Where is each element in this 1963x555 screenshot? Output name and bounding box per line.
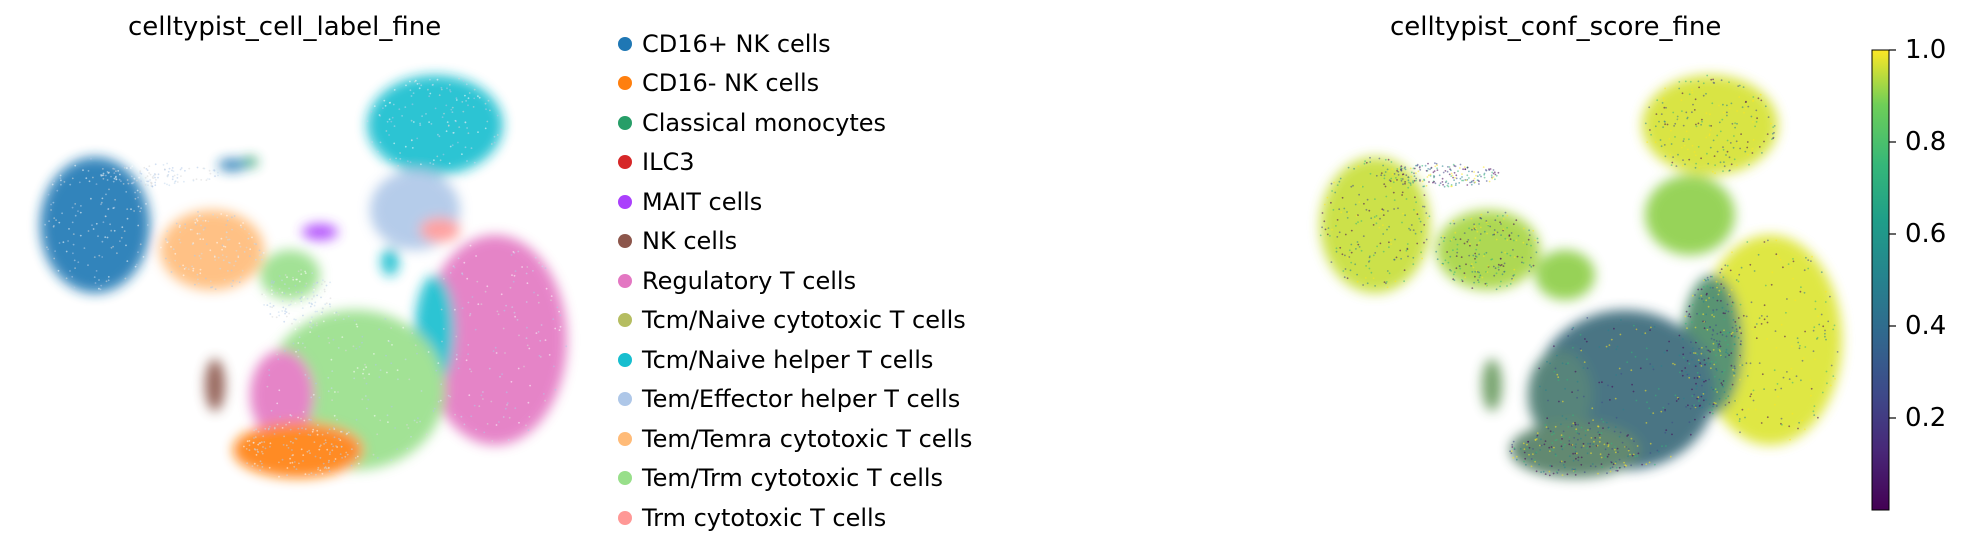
legend-marker: [618, 273, 632, 288]
legend-item: CD16+ NK cells: [618, 24, 972, 64]
cluster-cd16-minus-nk: [233, 422, 363, 478]
legend-item: NK cells: [618, 222, 972, 262]
colorbar-tick-label: 0.8: [1905, 127, 1947, 157]
right-plot-title: celltypist_conf_score_fine: [1390, 12, 1722, 42]
legend-label: NK cells: [642, 227, 738, 256]
legend-label: CD16+ NK cells: [642, 29, 831, 58]
legend: CD16+ NK cells CD16- NK cells Classical mo…: [618, 24, 972, 538]
colorbar-tick-label: 0.4: [1905, 311, 1947, 341]
legend-label: Classical monocytes: [642, 108, 887, 137]
region-score-b: [1436, 210, 1540, 290]
left-plot-title: celltypist_cell_label_fine: [128, 12, 442, 42]
cluster-upper-blue: [218, 159, 246, 171]
region-score-d: [1645, 175, 1735, 255]
legend-item: CD16- NK cells: [618, 64, 972, 104]
colorbar: [1871, 49, 1896, 511]
legend-marker: [618, 36, 632, 51]
colorbar-tick-label: 0.2: [1905, 403, 1947, 433]
legend-marker: [618, 234, 632, 249]
legend-item: Trm cytotoxic T cells: [618, 498, 972, 538]
legend-label: Tcm/Naive helper T cells: [642, 345, 934, 374]
legend-item: ILC3: [618, 143, 972, 183]
cluster-tem-temra-cytotoxic: [160, 210, 264, 290]
legend-item: Tem/Effector helper T cells: [618, 380, 972, 420]
legend-marker: [618, 471, 632, 486]
legend-label: Regulatory T cells: [642, 266, 857, 295]
legend-marker: [618, 313, 632, 328]
legend-label: Trm cytotoxic T cells: [642, 503, 887, 532]
legend-item: Tem/Temra cytotoxic T cells: [618, 419, 972, 459]
legend-marker: [618, 76, 632, 91]
legend-item: Regulatory T cells: [618, 261, 972, 301]
legend-marker: [618, 194, 632, 209]
umap-right-scatter: [1319, 74, 1842, 478]
umap-left-scatter: [40, 75, 568, 478]
colorbar-gradient: [1871, 49, 1890, 511]
legend-marker: [618, 352, 632, 367]
cluster-classical-monocytes: [242, 157, 258, 167]
legend-marker: [618, 392, 632, 407]
cluster-tcm-naive-helper: [367, 75, 503, 175]
region-score-i: [1528, 350, 1592, 440]
cluster-trm-cytotoxic: [420, 218, 460, 242]
colorbar-tick-label: 1.0: [1905, 35, 1947, 65]
legend-marker: [618, 115, 632, 130]
cluster-regulatory-t-right: [423, 235, 567, 445]
region-score-j: [1510, 422, 1640, 478]
legend-label: Tcm/Naive cytotoxic T cells: [642, 306, 966, 335]
legend-marker: [618, 155, 632, 170]
legend-marker: [618, 510, 632, 525]
cluster-nk: [205, 359, 225, 411]
legend-label: CD16- NK cells: [642, 69, 820, 98]
legend-item: Tem/Trm cytotoxic T cells: [618, 459, 972, 499]
legend-label: ILC3: [642, 148, 695, 177]
cluster-small-cyan: [381, 248, 399, 276]
legend-label: Tem/Trm cytotoxic T cells: [642, 464, 944, 493]
region-score-a: [1320, 157, 1430, 293]
legend-item: Tcm/Naive helper T cells: [618, 340, 972, 380]
cluster-mait: [302, 224, 338, 240]
cluster-cd16-plus-nk: [40, 157, 150, 293]
legend-marker: [618, 431, 632, 446]
legend-item: MAIT cells: [618, 182, 972, 222]
legend-item: Tcm/Naive cytotoxic T cells: [618, 301, 972, 341]
legend-label: MAIT cells: [642, 187, 763, 216]
legend-label: Tem/Effector helper T cells: [642, 385, 961, 414]
cluster-tem-trm-upper: [260, 250, 320, 300]
region-score-k: [1482, 359, 1502, 411]
legend-item: Classical monocytes: [618, 103, 972, 143]
legend-label: Tem/Temra cytotoxic T cells: [642, 424, 973, 453]
colorbar-tick-label: 0.6: [1905, 219, 1947, 249]
region-score-h: [1535, 250, 1595, 300]
